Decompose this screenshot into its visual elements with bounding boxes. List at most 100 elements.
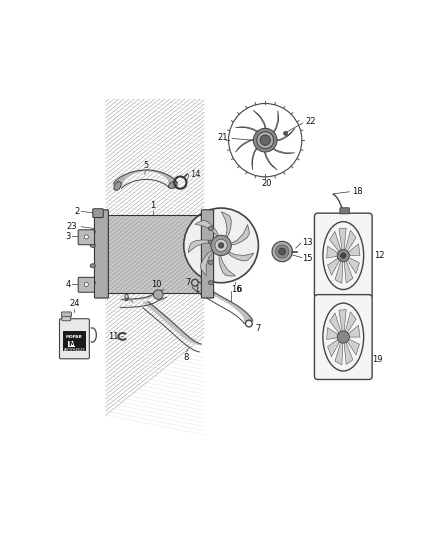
Text: M: M [68,341,75,347]
Polygon shape [264,148,277,170]
Text: 13: 13 [302,238,312,246]
Polygon shape [188,240,213,253]
Circle shape [283,131,288,135]
Polygon shape [226,251,254,261]
Ellipse shape [169,181,177,189]
Text: 8: 8 [184,353,189,362]
Circle shape [215,239,227,252]
Polygon shape [345,312,356,335]
Ellipse shape [114,182,121,190]
Ellipse shape [90,244,95,247]
Polygon shape [335,340,343,365]
FancyBboxPatch shape [201,210,214,298]
Circle shape [184,208,258,282]
Text: 20: 20 [261,179,272,188]
Bar [67,341,75,347]
Ellipse shape [208,281,214,285]
Polygon shape [328,257,341,275]
FancyBboxPatch shape [314,295,372,379]
Polygon shape [195,220,219,238]
Text: 15: 15 [303,254,313,263]
Text: 21: 21 [217,133,228,142]
Text: 5: 5 [143,161,148,169]
Text: 2: 2 [74,207,79,216]
Polygon shape [272,128,295,141]
Text: 10: 10 [151,279,161,288]
Circle shape [276,245,289,258]
Text: 16: 16 [231,286,242,294]
Ellipse shape [208,260,214,264]
Polygon shape [345,230,356,253]
Circle shape [272,241,293,262]
Polygon shape [236,127,261,134]
Polygon shape [235,139,258,152]
Polygon shape [253,110,266,133]
Ellipse shape [90,264,95,268]
Polygon shape [346,256,360,273]
Text: 3: 3 [66,232,71,241]
FancyBboxPatch shape [314,213,372,298]
Polygon shape [346,325,360,337]
Polygon shape [344,259,353,283]
Polygon shape [230,225,249,245]
Polygon shape [222,212,231,239]
Circle shape [84,282,88,286]
Bar [106,215,204,293]
Text: 14: 14 [190,171,200,179]
Circle shape [154,290,163,300]
Circle shape [253,128,277,152]
Ellipse shape [208,227,214,230]
Text: 1: 1 [151,201,156,210]
FancyBboxPatch shape [93,209,103,217]
Polygon shape [327,328,340,340]
Ellipse shape [90,281,95,285]
Polygon shape [346,338,360,355]
Polygon shape [330,231,342,254]
Text: 17: 17 [194,286,205,294]
FancyBboxPatch shape [340,208,350,214]
Text: 7: 7 [255,324,261,333]
FancyBboxPatch shape [78,277,95,292]
Polygon shape [346,244,360,256]
Polygon shape [252,144,259,170]
Text: 24: 24 [69,299,80,308]
Polygon shape [335,259,343,284]
Text: 11: 11 [108,332,119,341]
Polygon shape [344,340,353,365]
Polygon shape [339,228,346,252]
Text: 19: 19 [372,354,383,364]
Circle shape [257,132,274,149]
Polygon shape [330,313,342,335]
Circle shape [279,248,286,255]
Text: 4: 4 [66,280,71,289]
Polygon shape [271,110,279,136]
Circle shape [341,253,346,259]
Text: 12: 12 [374,251,384,260]
FancyBboxPatch shape [60,319,89,359]
Circle shape [337,249,350,262]
Bar [106,215,204,293]
Text: 6: 6 [236,285,241,294]
Text: ANTIFREEZE: ANTIFREEZE [64,348,85,352]
Polygon shape [327,246,340,258]
Polygon shape [201,249,214,276]
Text: MOPAR: MOPAR [66,335,83,339]
FancyBboxPatch shape [78,230,95,245]
Ellipse shape [90,230,95,234]
Circle shape [219,243,224,248]
Text: 7: 7 [185,278,191,287]
FancyBboxPatch shape [62,316,71,321]
Polygon shape [328,338,341,357]
Bar [63,331,86,351]
Polygon shape [269,146,295,154]
FancyBboxPatch shape [95,210,108,298]
Text: 22: 22 [305,117,316,126]
Polygon shape [219,254,235,276]
Text: 18: 18 [352,187,362,196]
Text: 23: 23 [66,222,77,231]
Circle shape [211,235,231,256]
Circle shape [260,135,270,146]
Polygon shape [339,310,346,334]
Circle shape [84,235,88,239]
Text: 9: 9 [124,294,129,303]
